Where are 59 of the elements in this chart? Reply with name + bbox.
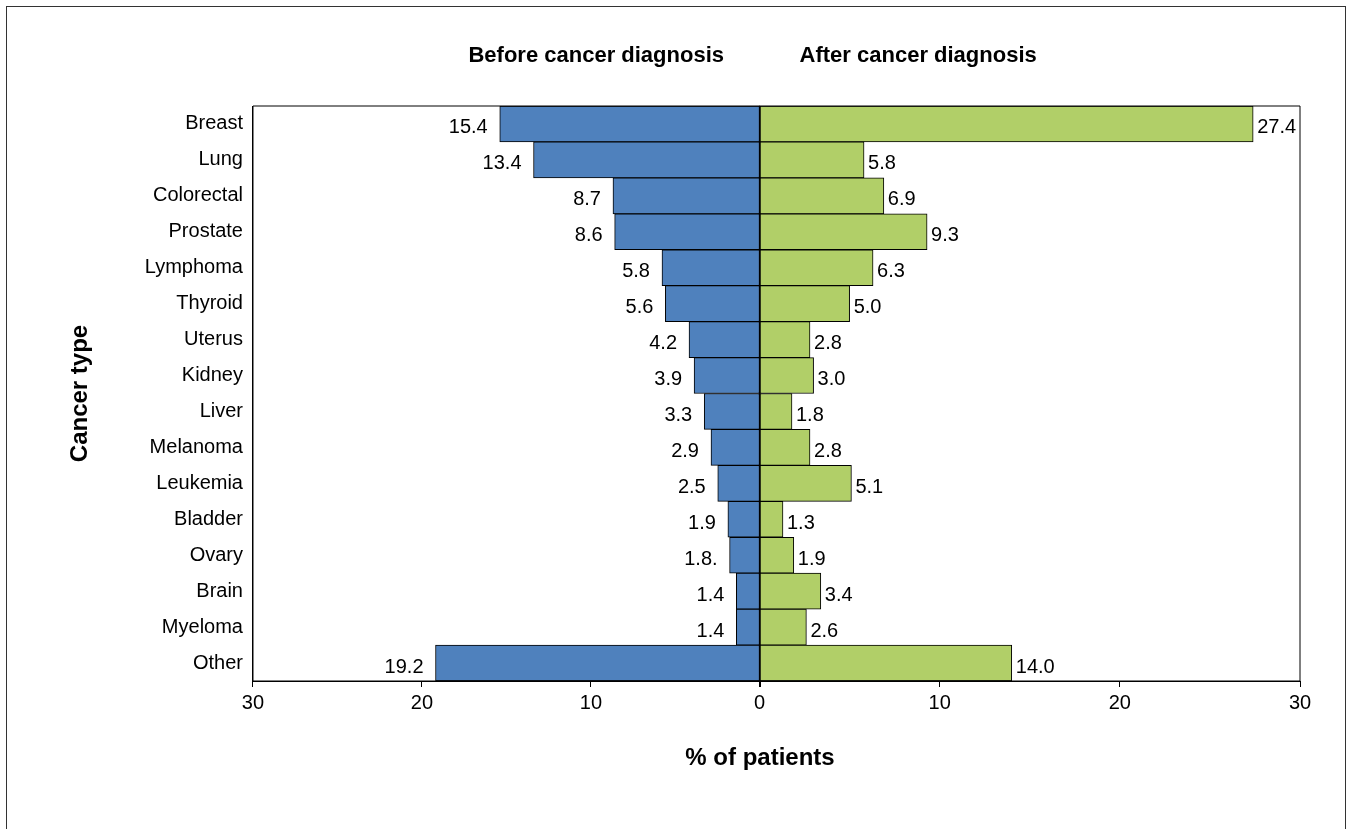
y-tick-label: Lymphoma [144,255,244,278]
data-label: 3.9 [654,367,683,390]
data-label: 5.0 [854,295,882,318]
data-label: 3.3 [664,402,693,425]
y-tick-label: Myeloma [161,614,244,637]
y-tick-label: Thyroid [176,291,243,314]
data-label: 14.0 [1016,654,1056,677]
x-tick-label: 30 [241,690,265,713]
data-label: 2.8 [814,438,843,461]
y-tick-label: Breast [185,111,244,134]
data-label: 9.3 [931,223,960,246]
data-label: 2.9 [671,438,699,461]
x-axis-title: % of patients [685,743,835,771]
data-label: 1.8 [796,402,825,425]
data-label: 1.3 [787,510,816,533]
chart-title: After cancer diagnosis [800,42,1038,68]
data-label: 13.4 [482,151,522,174]
x-tick-label: 20 [410,690,434,713]
data-label: 5.1 [855,474,884,497]
y-tick-label: Kidney [181,363,243,386]
data-label: 2.6 [810,618,839,641]
x-tick-label: 30 [1289,690,1312,713]
data-label: 19.2 [384,654,424,677]
y-axis-title: Cancer type [65,324,93,463]
x-tick-label: 10 [579,690,603,713]
data-label: 5.6 [625,295,654,318]
data-label: 5.8 [868,151,897,174]
y-tick-label: Liver [199,398,244,421]
data-label: 1.4 [696,582,725,605]
data-label: 4.2 [649,331,678,354]
chart-title: Before cancer diagnosis [468,42,724,68]
data-label: 6.9 [888,187,917,210]
data-label: 6.3 [877,259,906,282]
data-label: 1.8. [684,546,718,569]
y-tick-label: Other [192,650,244,673]
y-tick-label: Ovary [189,542,243,565]
data-label: 5.8 [622,259,650,282]
data-label: 27.4 [1257,115,1297,138]
y-tick-label: Prostate [168,219,243,242]
x-tick-label: 0 [754,690,766,713]
y-tick-label: Colorectal [152,183,243,206]
y-tick-label: Melanoma [149,434,244,457]
data-label: 1.4 [696,618,725,641]
data-label: 2.8 [814,331,843,354]
data-label: 8.6 [574,223,603,246]
data-label: 2.5 [677,474,706,497]
data-label: 8.7 [573,187,601,210]
x-tick-label: 20 [1109,690,1132,713]
y-tick-label: Uterus [184,327,243,350]
data-label: 3.4 [825,582,854,605]
data-label: 3.0 [818,367,846,390]
x-tick-label: 10 [929,690,952,713]
y-tick-label: Leukemia [156,470,244,493]
data-label: 15.4 [448,115,488,138]
y-tick-label: Brain [196,578,243,601]
y-tick-label: Lung [198,147,243,170]
y-tick-label: Bladder [174,506,244,529]
data-label: 1.9 [688,510,716,533]
data-label: 1.9 [798,546,827,569]
